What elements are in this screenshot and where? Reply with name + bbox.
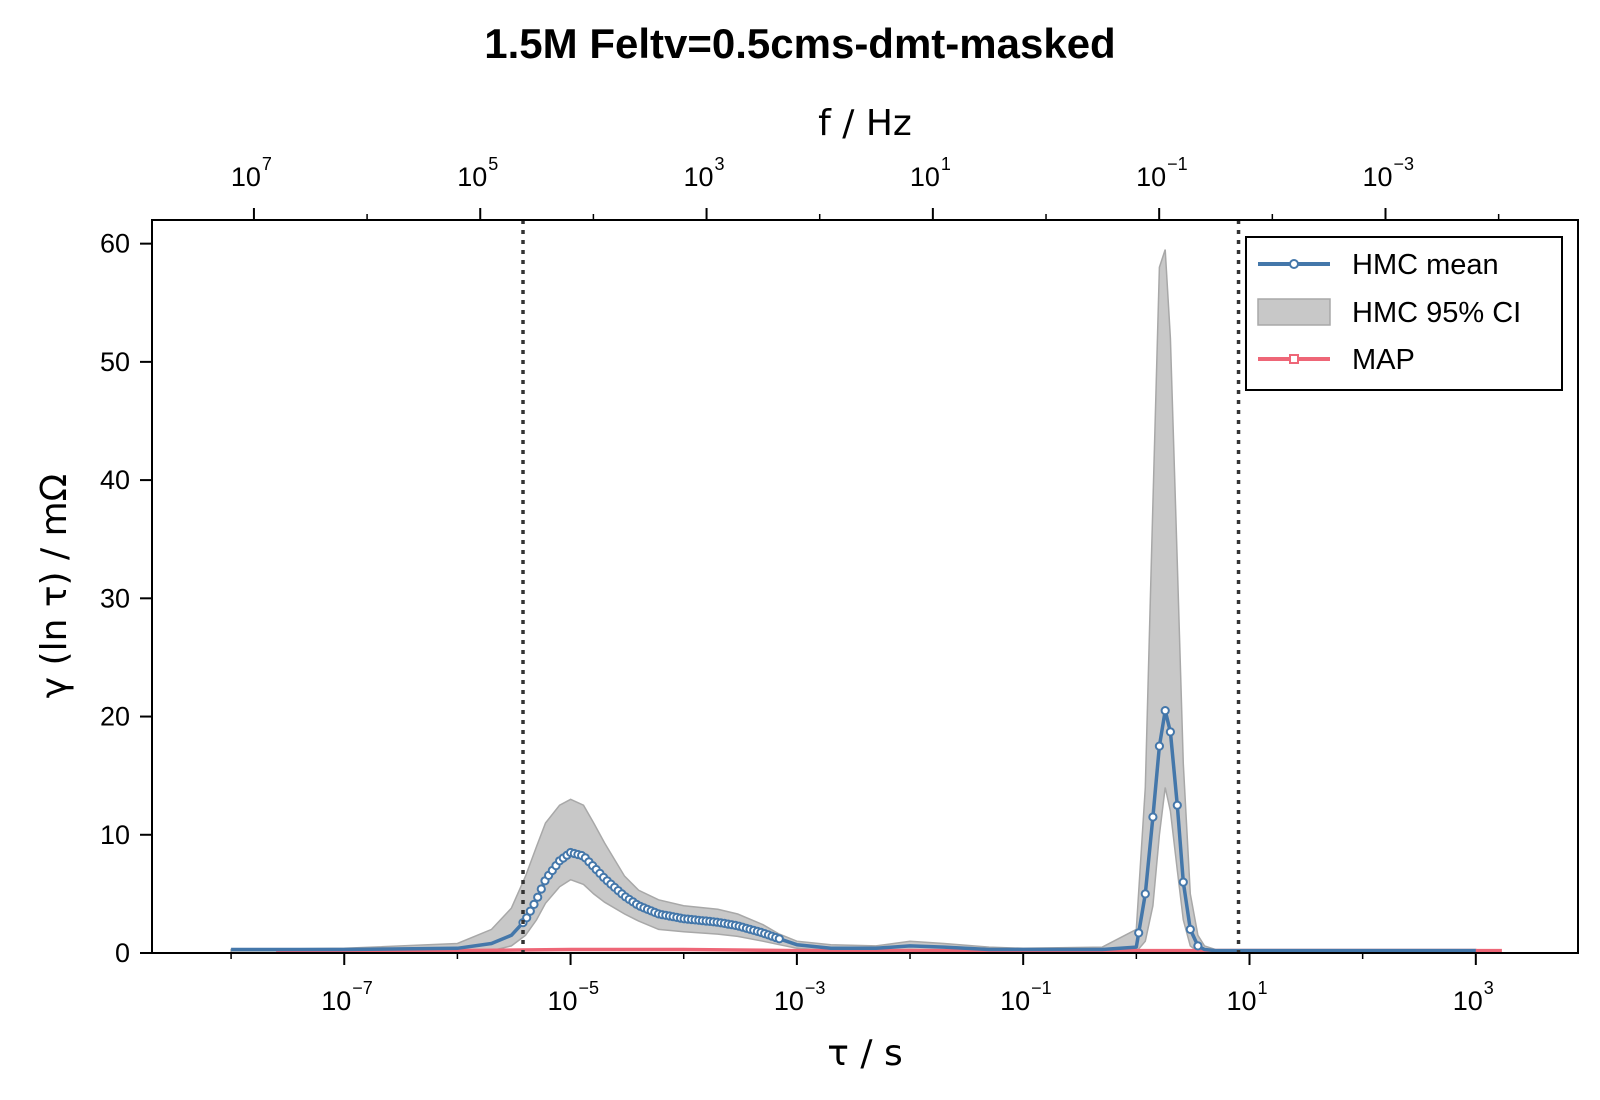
y-tick-label: 50 [100, 347, 130, 377]
hmc-mean-line [231, 708, 1476, 953]
x2-tick-label: 10 [457, 162, 487, 192]
x-tick-exponent: −3 [805, 978, 826, 998]
x2-tick-exponent: −1 [1167, 154, 1188, 174]
legend-hmc-mean-label: HMC mean [1352, 249, 1499, 281]
axes: 10 −7 10 −5 10 −3 10 −1 10 1 10 310 7 10 5 10 3 10 1 10 −1 10… [100, 154, 1500, 1016]
y-tick-label: 60 [100, 229, 130, 259]
hmc-mean-marker [1134, 928, 1144, 938]
x-tick-exponent: −7 [352, 978, 373, 998]
x2-tick-label: 10 [231, 162, 261, 192]
y-tick-label: 30 [100, 583, 130, 613]
hmc-mean-marker [529, 899, 539, 910]
x-axis-label: τ / s [827, 1033, 902, 1074]
hmc-mean-marker [1154, 741, 1165, 751]
x-tick-exponent: 1 [1257, 978, 1267, 998]
y-tick-label: 20 [100, 702, 130, 732]
y-tick-label: 10 [100, 820, 130, 850]
legend-map-label: MAP [1352, 344, 1415, 376]
legend: HMC mean HMC 95% CI MAP [1245, 236, 1563, 391]
hmc-mean-marker [1148, 812, 1158, 822]
hmc-mean-marker [1140, 889, 1150, 899]
x-tick-label: 10 [1000, 986, 1030, 1016]
legend-hmc-ci-swatch [1257, 298, 1331, 326]
hmc-mean-marker [1160, 706, 1170, 716]
x2-tick-exponent: 1 [941, 154, 951, 174]
hmc-mean-marker [533, 892, 543, 902]
x-tick-label: 10 [321, 986, 351, 1016]
legend-hmc-mean-marker [1289, 259, 1299, 269]
hmc-mean-marker [1185, 924, 1195, 935]
x-tick-exponent: −5 [579, 978, 600, 998]
x2-tick-label: 10 [684, 162, 714, 192]
x2-tick-exponent: 3 [715, 154, 725, 174]
legend-hmc-ci-label: HMC 95% CI [1352, 297, 1521, 329]
legend-entry-hmc-ci: HMC 95% CI [1257, 297, 1521, 329]
hmc-mean-marker [1193, 941, 1203, 951]
x2-tick-exponent: 5 [488, 154, 498, 174]
x-tick-exponent: −1 [1031, 978, 1052, 998]
plot-frame [151, 219, 1579, 954]
x-tick-label: 10 [1226, 986, 1256, 1016]
x2-tick-exponent: −3 [1393, 154, 1414, 174]
hmc-mean-marker [1178, 877, 1188, 887]
hmc-mean-markers [518, 706, 1203, 951]
hmc-mean-marker [1172, 800, 1182, 810]
chart-title: 1.5M Feltv=0.5cms-dmt-masked [484, 20, 1115, 67]
y-tick-label: 40 [100, 465, 130, 495]
plot-area [230, 220, 1502, 954]
legend-entry-hmc-mean: HMC mean [1258, 249, 1499, 281]
x-tick-exponent: 3 [1484, 978, 1494, 998]
x2-tick-label: 10 [1362, 162, 1392, 192]
x-tick-label: 10 [774, 986, 804, 1016]
legend-map-marker [1289, 354, 1299, 364]
hmc-mean-marker [536, 884, 546, 894]
hmc-mean-marker [522, 913, 532, 923]
x2-tick-label: 10 [1136, 162, 1166, 192]
hmc-mean-marker [1165, 727, 1176, 737]
x-tick-label: 10 [1453, 986, 1483, 1016]
x2-tick-label: 10 [910, 162, 940, 192]
hmc-mean-marker [525, 906, 535, 916]
x2-axis-label: f / Hz [818, 103, 912, 144]
y-tick-label: 0 [115, 938, 130, 968]
x-tick-label: 10 [548, 986, 578, 1016]
x2-tick-exponent: 7 [262, 154, 272, 174]
hmc-mean-marker [774, 934, 784, 944]
y-axis-label: γ (ln τ) / mΩ [34, 474, 75, 698]
legend-entry-map: MAP [1258, 344, 1415, 376]
